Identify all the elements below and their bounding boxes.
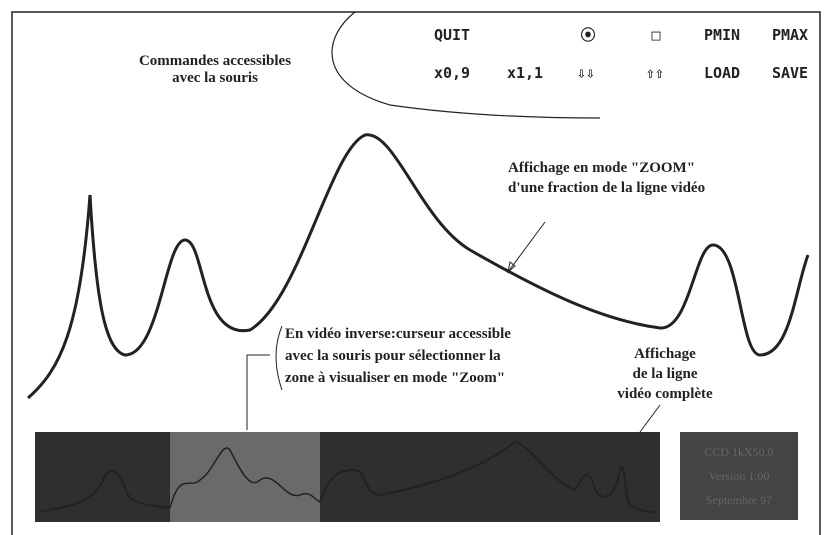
annotation: En vidéo inverse:curseur accessible: [285, 326, 511, 342]
annotation: Affichage: [634, 346, 696, 362]
status-line: Septembre 97: [706, 493, 772, 507]
annotation: vidéo complète: [617, 386, 713, 402]
menu-item[interactable]: LOAD: [704, 64, 740, 82]
full-line-panel: [35, 432, 660, 522]
menu-item[interactable]: x0,9: [434, 64, 470, 82]
status-line: Version 1.00: [709, 469, 770, 483]
annotation: de la ligne: [632, 366, 697, 382]
figure: QUIT ⦿ □ PMIN PMAX x0,9 x1,1 ⇩⇩ ⇧⇧ LOAD …: [0, 0, 828, 535]
annotation: avec la souris pour sélectionner la: [285, 348, 501, 364]
menu-item[interactable]: PMIN: [704, 26, 740, 44]
menu-item[interactable]: ⦿: [580, 26, 595, 44]
annotation: Affichage en mode "ZOOM": [508, 160, 695, 176]
annotation: d'une fraction de la ligne vidéo: [508, 180, 705, 196]
menu-item[interactable]: QUIT: [434, 26, 470, 44]
menu-item[interactable]: PMAX: [772, 26, 808, 44]
menu-item[interactable]: ⇧⇧: [646, 64, 664, 82]
status-line: CCD 1kX50.0: [704, 445, 773, 459]
menu-item[interactable]: SAVE: [772, 64, 808, 82]
annotation: avec la souris: [172, 70, 258, 86]
menu-item[interactable]: ⇩⇩: [577, 64, 595, 82]
annotation: Commandes accessibles: [139, 53, 291, 69]
menu-item[interactable]: □: [651, 26, 660, 44]
annotation: zone à visualiser en mode "Zoom": [285, 370, 505, 386]
menu-item[interactable]: x1,1: [507, 64, 543, 82]
